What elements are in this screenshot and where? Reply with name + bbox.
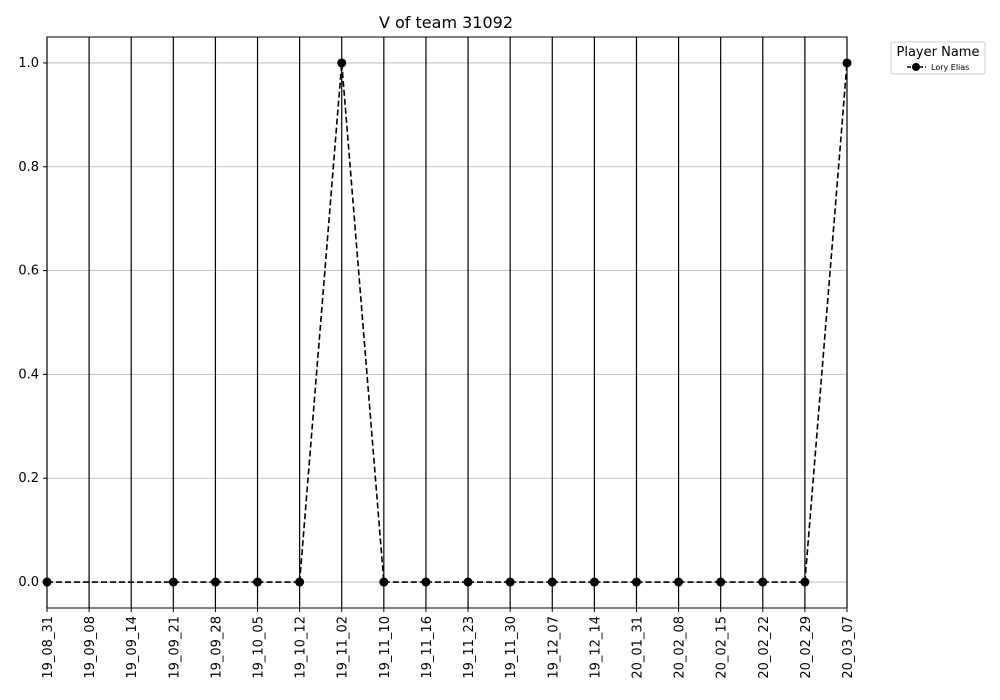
y-tick-label: 0.2: [18, 471, 39, 486]
y-tick-label: 0.4: [18, 367, 39, 382]
data-point: [421, 577, 431, 587]
x-tick-label: 19_12_14: [588, 616, 603, 679]
x-tick-label: 19_11_02: [336, 616, 351, 679]
y-tick-label: 1.0: [18, 56, 39, 71]
x-tick-label: 19_12_07: [546, 616, 561, 679]
axes-frame: [46, 36, 848, 609]
x-tick-label: 19_09_28: [209, 616, 224, 679]
data-point: [210, 577, 220, 587]
data-point: [463, 577, 473, 587]
legend: Player Name Lory Elias: [890, 41, 986, 75]
x-tick-label: 19_10_05: [252, 616, 267, 679]
x-tick-label: 19_11_10: [378, 616, 393, 679]
series-line-segment: [298, 62, 343, 583]
legend-title: Player Name: [897, 45, 980, 60]
plot-area: 0.0 0.2 0.4 0.6 0.8 1.0 19_08_31 19_09_08 19_09_…: [18, 36, 856, 679]
x-tick-label: 19_08_31: [41, 616, 56, 679]
data-point: [337, 58, 347, 68]
data-point: [253, 577, 263, 587]
data-point: [547, 577, 557, 587]
y-tick-label: 0.8: [18, 160, 39, 175]
x-tick-label: 20_02_29: [799, 616, 814, 679]
x-tick-label: 20_02_22: [757, 616, 772, 679]
data-point: [589, 577, 599, 587]
x-tick-label: 19_09_14: [125, 616, 140, 679]
x-tick-label: 20_03_07: [841, 616, 856, 679]
x-tick-label: 19_11_30: [504, 616, 519, 679]
chart-title: V of team 31092: [379, 13, 513, 32]
y-tick-label: 0.0: [18, 575, 39, 590]
data-point: [42, 577, 52, 587]
data-point: [631, 577, 641, 587]
data-point: [379, 577, 389, 587]
legend-marker-sample: [912, 63, 920, 71]
data-point: [716, 577, 726, 587]
x-tick-label: 19_09_08: [83, 616, 98, 679]
data-point: [674, 577, 684, 587]
x-tick-label: 19_09_21: [167, 616, 182, 679]
data-point: [758, 577, 768, 587]
x-tick-label: 19_10_12: [294, 616, 309, 679]
x-tick-label: 20_02_08: [673, 616, 688, 679]
data-point: [168, 577, 178, 587]
x-tick-label: 20_01_31: [630, 616, 645, 679]
series-line-segment: [340, 62, 385, 583]
x-tick-label: 20_02_15: [715, 616, 730, 679]
data-point: [505, 577, 515, 587]
x-tick-label: 19_11_23: [462, 616, 477, 679]
data-point: [295, 577, 305, 587]
y-tick-label: 0.6: [18, 264, 39, 279]
data-point: [800, 577, 810, 587]
series-line-segment: [804, 62, 848, 583]
legend-label: Lory Elias: [931, 63, 969, 72]
data-point: [842, 58, 852, 68]
x-tick-label: 19_11_16: [420, 616, 435, 679]
